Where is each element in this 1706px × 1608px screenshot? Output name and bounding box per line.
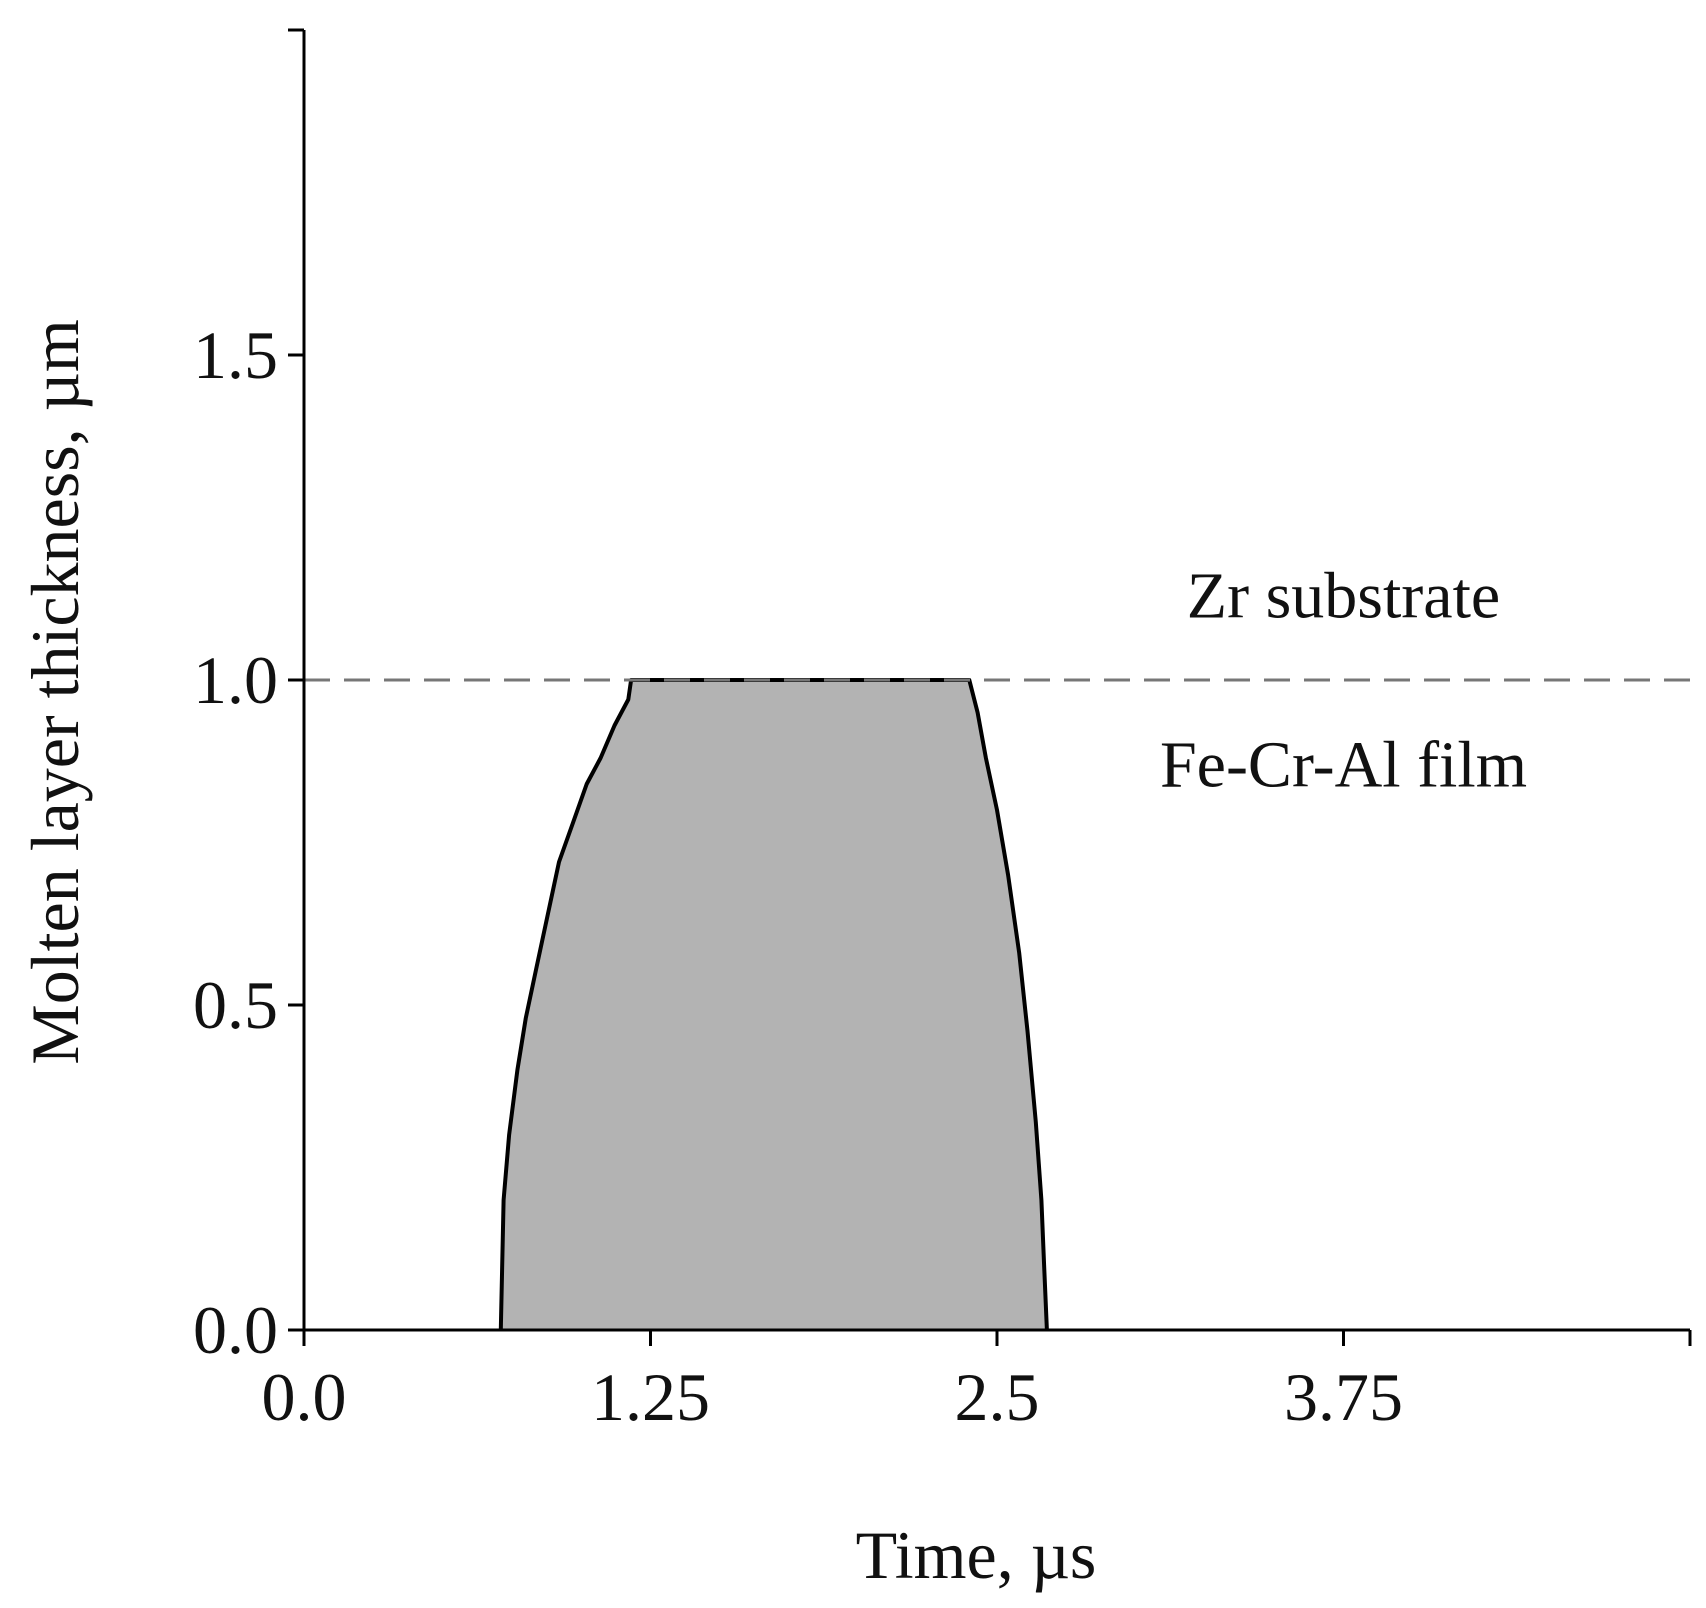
y-axis-title: Molten layer thickness, µm <box>17 319 93 1064</box>
y-tick-label: 1.5 <box>193 317 278 393</box>
x-tick-label: 0.0 <box>262 1359 347 1435</box>
annotation-label: Zr substrate <box>1187 560 1500 633</box>
x-tick-label: 3.75 <box>1284 1359 1403 1435</box>
plot-area: 0.0 0.5 1.0 1.5 0.0 1.25 2.5 3.75 Zr substrate Fe… <box>193 28 1692 1435</box>
x-tick-label: 2.5 <box>955 1359 1040 1435</box>
y-tick-label: 0.0 <box>193 1292 278 1368</box>
y-tick-label: 0.5 <box>193 967 278 1043</box>
x-tick-label: 1.25 <box>591 1359 710 1435</box>
y-tick-label: 1.0 <box>193 642 278 718</box>
series-area-0 <box>500 680 1047 1330</box>
x-axis-title: Time, µs <box>856 1517 1097 1593</box>
annotation-label: Fe-Cr-Al film <box>1160 729 1527 802</box>
